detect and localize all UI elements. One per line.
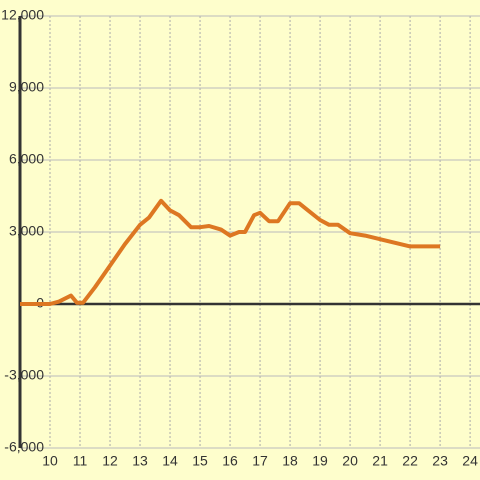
x-tick-label: 13: [132, 453, 148, 469]
x-tick-label: 20: [342, 453, 358, 469]
x-tick-label: 22: [402, 453, 418, 469]
x-tick-label: 19: [312, 453, 328, 469]
x-tick-label: 12: [102, 453, 118, 469]
y-tick-label: 3,000: [9, 223, 44, 239]
x-tick-label: 18: [282, 453, 298, 469]
y-tick-label: 9,000: [9, 79, 44, 95]
x-tick-label: 14: [162, 453, 178, 469]
x-tick-label: 10: [42, 453, 58, 469]
x-tick-label: 23: [432, 453, 448, 469]
y-tick-label: 12,000: [1, 7, 44, 23]
x-tick-label: 17: [252, 453, 268, 469]
line: [20, 198, 441, 306]
x-tick-label: 21: [372, 453, 388, 469]
x-tick-label: 16: [222, 453, 238, 469]
y-tick-label: 6,000: [9, 151, 44, 167]
y-tick-label: -6,000: [4, 439, 44, 455]
x-tick-label: 24: [462, 453, 478, 469]
y-tick-label: -3,000: [4, 367, 44, 383]
x-tick-label: 15: [192, 453, 208, 469]
x-tick-label: 11: [73, 453, 88, 469]
